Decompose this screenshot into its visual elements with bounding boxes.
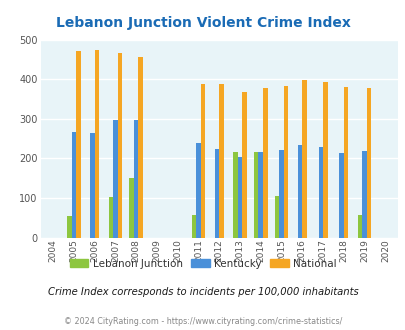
Bar [279,150,283,238]
Bar [253,152,258,238]
Text: Lebanon Junction Violent Crime Index: Lebanon Junction Violent Crime Index [55,16,350,30]
Bar [117,53,122,238]
Bar [242,92,246,238]
Bar [129,178,134,238]
Text: Crime Index corresponds to incidents per 100,000 inhabitants: Crime Index corresponds to incidents per… [47,287,358,297]
Bar [108,197,113,238]
Bar [322,82,327,238]
Bar [297,145,302,238]
Bar [237,157,242,238]
Bar [283,86,288,238]
Legend: Lebanon Junction, Kentucky, National: Lebanon Junction, Kentucky, National [65,254,340,273]
Bar [339,153,343,238]
Text: © 2024 CityRating.com - https://www.cityrating.com/crime-statistics/: © 2024 CityRating.com - https://www.city… [64,317,341,326]
Bar [232,152,237,238]
Bar [94,50,99,238]
Bar [274,196,279,238]
Bar [196,143,200,238]
Bar [134,119,138,238]
Bar [258,152,262,238]
Bar [357,215,362,238]
Bar [366,87,371,238]
Bar [138,57,143,238]
Bar [214,148,219,238]
Bar [113,119,117,238]
Bar [200,84,205,238]
Bar [71,132,76,238]
Bar [362,151,366,238]
Bar [219,84,223,238]
Bar [318,147,322,238]
Bar [343,87,347,238]
Bar [302,81,306,238]
Bar [90,133,94,238]
Bar [67,216,71,238]
Bar [191,214,196,238]
Bar [262,88,267,238]
Bar [76,51,81,238]
